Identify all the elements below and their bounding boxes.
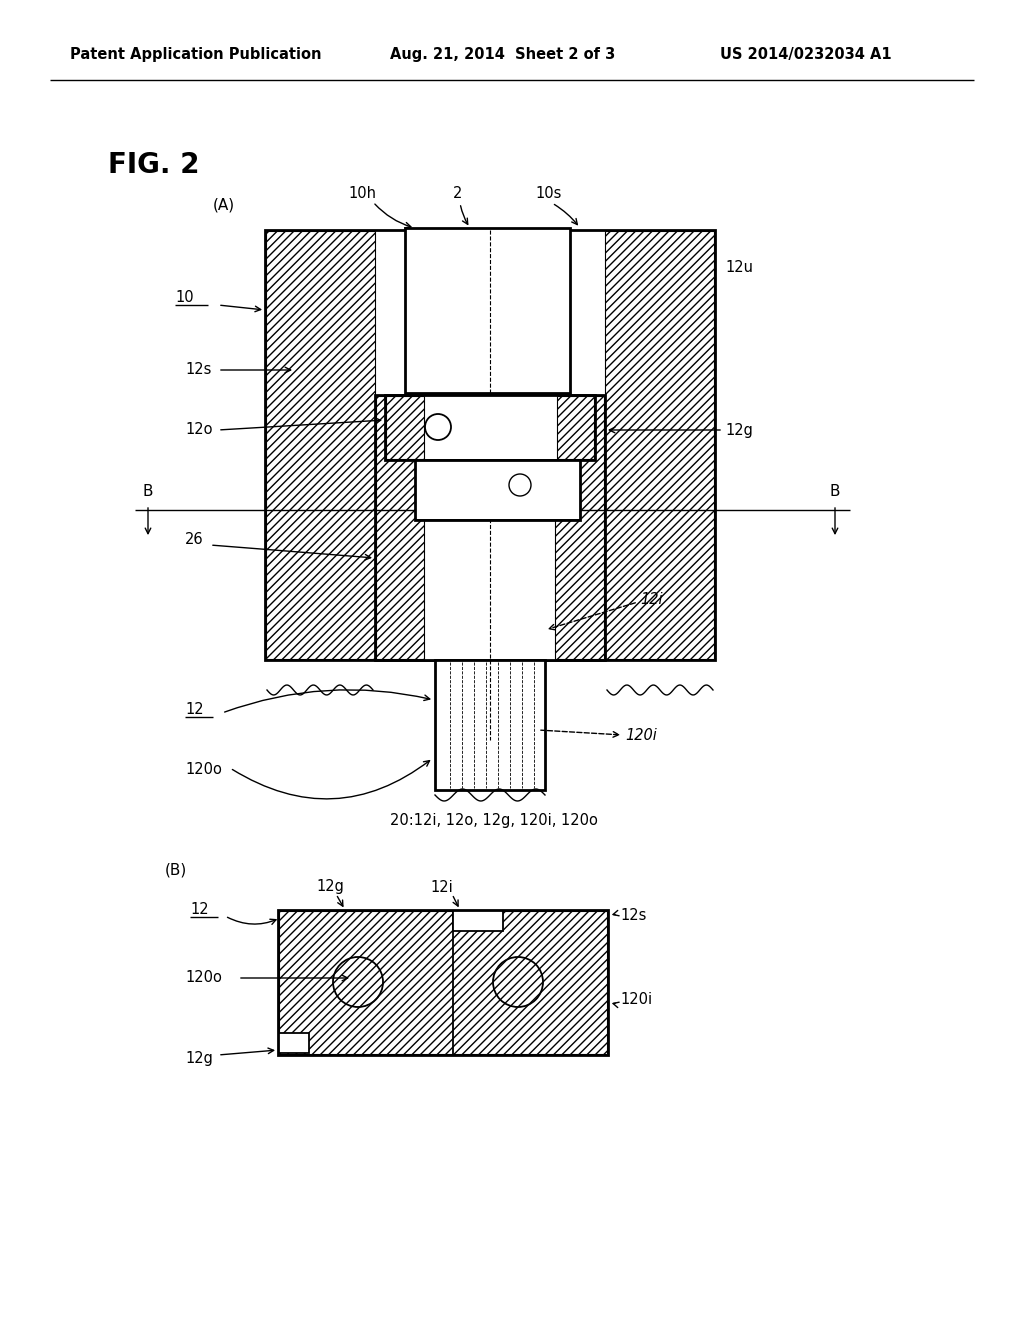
Bar — [278, 909, 608, 1055]
Text: 20:12i, 12o, 12g, 120i, 120o: 20:12i, 12o, 12g, 120i, 120o — [390, 813, 598, 828]
Text: B: B — [829, 484, 841, 499]
Text: 120i: 120i — [620, 993, 652, 1007]
Text: 12: 12 — [185, 702, 204, 718]
Text: 12s: 12s — [185, 363, 211, 378]
Bar — [386, 396, 424, 459]
Text: 12g: 12g — [725, 422, 753, 437]
Text: B: B — [142, 484, 154, 499]
Bar — [279, 911, 607, 1053]
Text: 12g: 12g — [185, 1051, 213, 1065]
Text: 12i: 12i — [431, 879, 454, 895]
Text: 2: 2 — [453, 186, 463, 202]
Bar — [415, 459, 580, 520]
Text: 12s: 12s — [620, 908, 646, 923]
Text: 12u: 12u — [725, 260, 753, 276]
Bar — [385, 395, 595, 459]
Text: 10: 10 — [175, 290, 194, 305]
Text: 12i: 12i — [640, 593, 663, 607]
Bar — [265, 230, 715, 660]
Bar — [266, 231, 375, 659]
Bar — [375, 395, 605, 660]
Text: 10h: 10h — [348, 186, 376, 202]
Bar — [279, 1034, 309, 1053]
Text: (A): (A) — [213, 198, 236, 213]
Text: (B): (B) — [165, 862, 187, 878]
Text: Aug. 21, 2014  Sheet 2 of 3: Aug. 21, 2014 Sheet 2 of 3 — [390, 48, 615, 62]
Text: Patent Application Publication: Patent Application Publication — [70, 48, 322, 62]
Bar — [376, 396, 424, 659]
Text: FIG. 2: FIG. 2 — [108, 150, 200, 180]
Text: 12: 12 — [190, 903, 209, 917]
Text: 120o: 120o — [185, 970, 222, 986]
Bar — [557, 396, 594, 459]
Text: 120i: 120i — [625, 727, 656, 742]
Bar — [406, 230, 570, 389]
Text: US 2014/0232034 A1: US 2014/0232034 A1 — [720, 48, 892, 62]
Bar — [406, 228, 570, 393]
Bar — [555, 396, 604, 659]
Bar — [605, 231, 714, 659]
Text: 26: 26 — [185, 532, 204, 548]
Bar — [435, 660, 545, 789]
Text: 120o: 120o — [185, 763, 222, 777]
Text: 10s: 10s — [535, 186, 561, 202]
Bar — [453, 911, 503, 931]
Text: 12g: 12g — [316, 879, 344, 895]
Text: 12o: 12o — [185, 422, 213, 437]
